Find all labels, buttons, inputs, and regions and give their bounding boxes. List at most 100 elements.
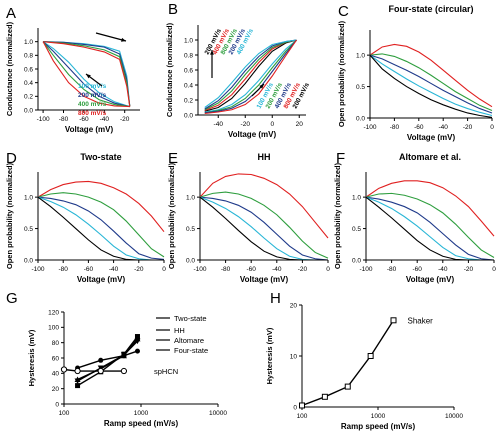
x-axis-label: Ramp speed (mV/s) — [341, 422, 416, 431]
series-line — [77, 336, 139, 387]
y-tick-label: 0 — [55, 401, 59, 408]
y-tick-label: 120 — [48, 309, 59, 316]
x-axis-label: Voltage (mV) — [228, 130, 277, 139]
panel-e: E HH -100 -80 -60 -40 -20 0 0.0 0.5 1.0 Voltage (mV… — [167, 150, 330, 284]
data-point — [367, 353, 374, 359]
x-axis-label: Voltage (mV) — [77, 275, 126, 284]
y-tick-label: 1.0 — [184, 37, 193, 44]
y-axis-label: Hysteresis (mV) — [265, 327, 274, 384]
series-line — [42, 41, 130, 108]
y-axis-label: Open probability (normalized) — [333, 162, 342, 269]
legend-entry: 100 mV/s — [78, 83, 107, 90]
arrow-head — [86, 74, 91, 79]
series-line — [37, 192, 165, 258]
series-line — [301, 319, 395, 407]
series-line — [199, 196, 329, 261]
series-line — [42, 41, 130, 108]
legend-entry: HH — [174, 326, 185, 335]
series-line — [77, 340, 138, 382]
series-line — [37, 196, 165, 260]
x-tick-label: 1000 — [134, 410, 149, 417]
y-axis-label: Open probability (normalized) — [337, 20, 346, 127]
panel-f: F Altomare et al. -100 -80 -60 -40 -20 0 0.0 0.5 1… — [333, 150, 496, 284]
x-tick-label: -40 — [272, 266, 282, 273]
y-tick-label: 1.0 — [352, 194, 361, 201]
series-line — [369, 54, 493, 118]
data-point — [74, 378, 81, 384]
series-line — [199, 173, 329, 239]
panel-letter: F — [336, 150, 345, 167]
legend-entry: 200 mV/s — [78, 92, 107, 99]
y-tick-label: 0.6 — [24, 66, 33, 73]
chart-title: Two-state — [80, 152, 121, 162]
x-tick-label: -40 — [438, 124, 448, 131]
legend-entry: 800 mV/s — [78, 110, 107, 117]
x-tick-label: 100 — [59, 410, 70, 417]
y-axis-label: Open probability (normalized) — [167, 162, 176, 269]
y-axis-label: Conductance (normalized) — [5, 21, 14, 116]
series-line — [37, 196, 164, 261]
x-tick-label: -40 — [438, 266, 448, 273]
x-tick-label: -20 — [464, 266, 474, 273]
x-axis-label: Voltage (mV) — [406, 275, 455, 284]
direction-arrow — [95, 32, 127, 42]
x-tick-label: -20 — [298, 266, 308, 273]
series-line — [37, 180, 165, 233]
y-tick-label: 0.5 — [356, 84, 365, 91]
series-line — [369, 53, 493, 111]
legend-entry: 400 mV/s — [78, 101, 107, 108]
legend-entry: Four-state — [174, 346, 208, 355]
chart-title: Four-state (circular) — [388, 4, 473, 14]
panel-b: B -40 -20 0 20 0.0 0.2 0.4 0.6 0.8 1.0 Voltage (mV)… — [165, 1, 311, 139]
y-tick-label: 0.0 — [186, 257, 195, 264]
y-tick-label: 0.8 — [184, 52, 193, 59]
y-tick-label: 0.2 — [184, 97, 193, 104]
y-axis-label: Hysteresis (mV) — [27, 329, 36, 386]
y-tick-label: 1.0 — [24, 39, 33, 46]
series-line — [365, 196, 494, 261]
data-point — [98, 357, 104, 363]
y-tick-label: 60 — [52, 355, 60, 362]
x-tick-label: -60 — [412, 266, 422, 273]
panel-d: D Two-state -100 -80 -60 -40 -20 0 0.0 0.5 1.0 Volt… — [5, 150, 166, 284]
series-line — [369, 54, 493, 117]
x-axis-label: Ramp speed (mV/s) — [104, 419, 179, 428]
y-tick-label: 0.0 — [24, 257, 33, 264]
x-tick-label: -100 — [363, 124, 376, 131]
series-line — [43, 41, 131, 107]
series-line — [42, 41, 130, 108]
panel-a: A -100 -80 -60 -40 -20 0.0 0.2 0.4 0.6 0.8 1.0 Volta… — [5, 5, 140, 134]
series-line — [43, 41, 131, 107]
series-line — [365, 196, 494, 261]
y-tick-label: 20 — [290, 302, 298, 309]
series-line — [365, 192, 495, 258]
x-tick-label: -80 — [59, 116, 69, 123]
data-point — [344, 383, 351, 390]
x-tick-label: 100 — [297, 413, 308, 420]
data-point — [120, 367, 128, 375]
arrow-head — [121, 37, 126, 42]
x-tick-label: -80 — [387, 266, 397, 273]
y-tick-label: 1.0 — [24, 194, 33, 201]
x-tick-label: -80 — [390, 124, 400, 131]
legend-entry: Two-state — [174, 314, 207, 323]
x-tick-label: 0 — [270, 121, 274, 128]
y-tick-label: 40 — [52, 371, 60, 378]
panel-letter: B — [168, 1, 178, 18]
legend-entry: Altomare — [174, 336, 204, 345]
x-tick-label: -60 — [79, 116, 89, 123]
x-axis-label: Voltage (mV) — [65, 125, 114, 134]
x-tick-label: 10000 — [445, 413, 463, 420]
panel-letter: D — [6, 150, 17, 167]
series-line — [77, 350, 138, 369]
series-line — [365, 196, 495, 261]
y-tick-label: 0.8 — [24, 53, 33, 60]
x-tick-label: -60 — [84, 266, 94, 273]
series-line — [199, 191, 329, 259]
data-point — [97, 367, 104, 375]
x-tick-label: -20 — [120, 116, 130, 123]
x-tick-label: -40 — [214, 121, 224, 128]
panel-h: H 100 1000 10000 0 10 20 Ramp speed (mV/s) Hyste… — [265, 290, 463, 431]
data-point — [299, 402, 305, 409]
series-line — [37, 196, 164, 261]
